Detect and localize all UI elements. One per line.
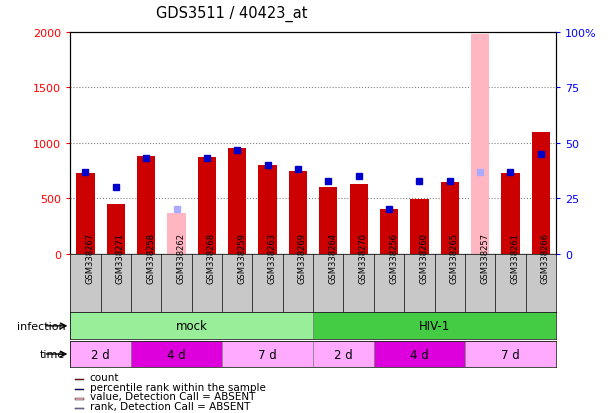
Bar	[76, 173, 95, 254]
Text: GSM338256: GSM338256	[389, 232, 398, 283]
Bar	[313, 313, 556, 339]
Bar	[411, 200, 428, 254]
Bar	[75, 408, 84, 409]
Text: 2 d: 2 d	[91, 348, 110, 361]
Text: HIV-1: HIV-1	[419, 320, 450, 332]
Text: GSM338264: GSM338264	[328, 232, 337, 283]
Bar	[349, 184, 368, 254]
Text: 2 d: 2 d	[334, 348, 353, 361]
Text: mock: mock	[176, 320, 208, 332]
Text: GSM338265: GSM338265	[450, 232, 459, 283]
Bar	[70, 313, 313, 339]
Text: GSM338271: GSM338271	[116, 232, 125, 283]
Text: time: time	[40, 349, 65, 359]
Text: GSM338266: GSM338266	[541, 232, 550, 283]
Text: 4 d: 4 d	[167, 348, 186, 361]
Bar	[167, 213, 186, 254]
Bar	[131, 341, 222, 368]
Bar	[75, 379, 84, 380]
Text: GSM338257: GSM338257	[480, 232, 489, 283]
Text: GSM338268: GSM338268	[207, 232, 216, 283]
Bar	[258, 166, 277, 254]
Text: percentile rank within the sample: percentile rank within the sample	[90, 382, 266, 392]
Bar	[222, 341, 313, 368]
Text: GDS3511 / 40423_at: GDS3511 / 40423_at	[156, 6, 308, 22]
Text: GSM338258: GSM338258	[146, 232, 155, 283]
Text: GSM338262: GSM338262	[177, 232, 186, 283]
Bar	[228, 149, 246, 254]
Text: 7 d: 7 d	[501, 348, 520, 361]
Bar	[198, 158, 216, 254]
Text: 4 d: 4 d	[410, 348, 429, 361]
Bar	[380, 210, 398, 254]
Bar	[319, 188, 337, 254]
Bar	[289, 171, 307, 254]
Text: count: count	[90, 373, 119, 382]
Text: GSM338263: GSM338263	[268, 232, 277, 283]
Text: value, Detection Call = ABSENT: value, Detection Call = ABSENT	[90, 392, 255, 401]
Bar	[313, 341, 374, 368]
Text: GSM338259: GSM338259	[237, 232, 246, 283]
Text: rank, Detection Call = ABSENT: rank, Detection Call = ABSENT	[90, 401, 250, 411]
Bar	[532, 133, 550, 254]
Bar	[107, 204, 125, 254]
Bar	[471, 35, 489, 254]
Bar	[502, 173, 519, 254]
Text: GSM338267: GSM338267	[86, 232, 95, 283]
Bar	[374, 341, 465, 368]
Text: infection: infection	[16, 321, 65, 331]
Text: GSM338261: GSM338261	[510, 232, 519, 283]
Bar	[137, 157, 155, 254]
Bar	[70, 341, 131, 368]
Text: GSM338270: GSM338270	[359, 232, 368, 283]
Text: GSM338260: GSM338260	[419, 232, 428, 283]
Bar	[465, 341, 556, 368]
Bar	[441, 182, 459, 254]
Text: 7 d: 7 d	[258, 348, 277, 361]
Bar	[75, 389, 84, 390]
Text: GSM338269: GSM338269	[298, 232, 307, 283]
